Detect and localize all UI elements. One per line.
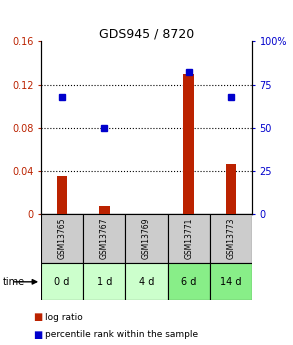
Text: log ratio: log ratio (45, 313, 83, 322)
Text: GSM13773: GSM13773 (226, 218, 235, 259)
Bar (183, 74, 194, 214)
Text: GSM13767: GSM13767 (100, 218, 109, 259)
Bar (125, 264, 168, 300)
Text: 4 d: 4 d (139, 277, 154, 287)
Text: GSM13769: GSM13769 (142, 218, 151, 259)
Text: ■: ■ (33, 330, 43, 339)
Bar (210, 214, 252, 264)
Text: 6 d: 6 d (181, 277, 196, 287)
Text: 0 d: 0 d (54, 277, 70, 287)
Text: GSM13771: GSM13771 (184, 218, 193, 259)
Bar (57, 176, 67, 214)
Bar (210, 264, 252, 300)
Text: 14 d: 14 d (220, 277, 242, 287)
Text: 1 d: 1 d (97, 277, 112, 287)
Text: GSM13765: GSM13765 (58, 218, 67, 259)
Bar (41, 214, 83, 264)
Text: ■: ■ (33, 313, 43, 322)
Bar (99, 206, 110, 214)
Bar (168, 214, 210, 264)
Bar (168, 264, 210, 300)
Bar (83, 214, 125, 264)
Text: time: time (3, 277, 25, 287)
Bar (83, 264, 125, 300)
Text: percentile rank within the sample: percentile rank within the sample (45, 330, 199, 339)
Bar (226, 164, 236, 214)
Bar (41, 264, 83, 300)
Title: GDS945 / 8720: GDS945 / 8720 (99, 27, 194, 40)
Bar (125, 214, 168, 264)
